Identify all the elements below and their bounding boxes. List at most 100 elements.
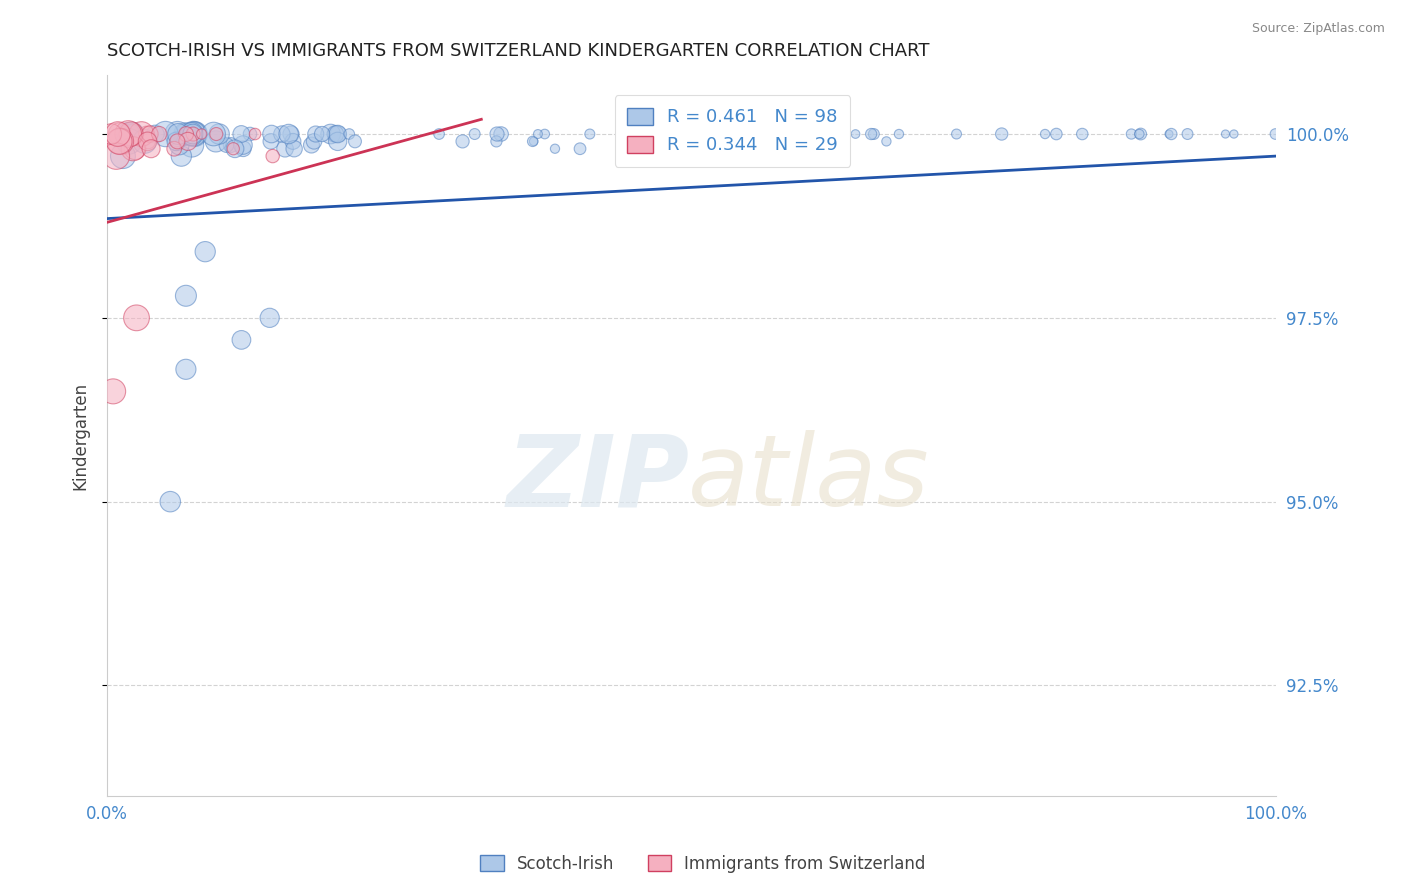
Point <box>125 310 148 325</box>
Point <box>136 134 159 148</box>
Point <box>148 127 170 141</box>
Point <box>184 127 207 141</box>
Point <box>262 149 284 163</box>
Point <box>167 138 190 153</box>
Point <box>194 244 217 259</box>
Point <box>343 134 366 148</box>
Point <box>1045 127 1067 141</box>
Point <box>1177 127 1199 141</box>
Point <box>121 127 143 141</box>
Point <box>641 127 664 141</box>
Point <box>100 127 122 141</box>
Point <box>311 127 333 141</box>
Legend: Scotch-Irish, Immigrants from Switzerland: Scotch-Irish, Immigrants from Switzerlan… <box>474 848 932 880</box>
Point <box>202 127 225 141</box>
Point <box>523 134 546 148</box>
Point <box>155 127 177 141</box>
Point <box>180 138 202 153</box>
Point <box>105 149 128 163</box>
Point <box>690 127 713 141</box>
Point <box>1215 127 1237 141</box>
Point <box>231 333 253 347</box>
Point <box>527 127 550 141</box>
Point <box>124 142 146 156</box>
Point <box>1071 127 1094 141</box>
Point <box>875 134 897 148</box>
Point <box>305 127 328 141</box>
Point <box>1160 127 1182 141</box>
Point <box>122 142 145 156</box>
Point <box>1129 127 1152 141</box>
Point <box>280 127 302 141</box>
Point <box>1128 127 1150 141</box>
Point <box>117 127 139 141</box>
Point <box>765 127 787 141</box>
Point <box>205 134 228 148</box>
Point <box>337 127 360 141</box>
Point <box>121 127 143 141</box>
Point <box>177 134 200 148</box>
Point <box>326 134 349 148</box>
Point <box>208 127 231 141</box>
Point <box>118 134 141 148</box>
Point <box>183 127 205 141</box>
Point <box>522 134 544 148</box>
Point <box>1033 127 1056 141</box>
Point <box>486 127 509 141</box>
Point <box>174 362 197 376</box>
Point <box>990 127 1012 141</box>
Point <box>319 127 342 141</box>
Point <box>170 149 193 163</box>
Point <box>887 127 910 141</box>
Point <box>166 134 188 148</box>
Point <box>489 127 512 141</box>
Point <box>831 134 853 148</box>
Point <box>302 134 325 148</box>
Point <box>117 127 139 141</box>
Point <box>1264 127 1286 141</box>
Text: Source: ZipAtlas.com: Source: ZipAtlas.com <box>1251 22 1385 36</box>
Point <box>159 494 181 508</box>
Point <box>118 127 141 141</box>
Point <box>190 127 212 141</box>
Y-axis label: Kindergarten: Kindergarten <box>72 382 89 490</box>
Point <box>326 127 349 141</box>
Point <box>107 127 129 141</box>
Point <box>136 134 159 148</box>
Text: SCOTCH-IRISH VS IMMIGRANTS FROM SWITZERLAND KINDERGARTEN CORRELATION CHART: SCOTCH-IRISH VS IMMIGRANTS FROM SWITZERL… <box>107 42 929 60</box>
Point <box>1121 127 1143 141</box>
Point <box>283 142 305 156</box>
Point <box>108 134 131 148</box>
Point <box>181 127 204 141</box>
Point <box>174 289 197 303</box>
Point <box>134 134 156 148</box>
Point <box>183 127 205 141</box>
Point <box>181 127 204 141</box>
Point <box>219 138 242 153</box>
Point <box>464 127 486 141</box>
Point <box>451 134 474 148</box>
Point <box>860 127 883 141</box>
Point <box>110 134 132 148</box>
Point <box>174 127 197 141</box>
Point <box>270 127 292 141</box>
Point <box>863 127 886 141</box>
Point <box>485 134 508 148</box>
Point <box>139 142 162 156</box>
Point <box>231 127 253 141</box>
Point <box>111 149 134 163</box>
Point <box>139 127 162 141</box>
Point <box>243 127 266 141</box>
Point <box>165 134 187 148</box>
Point <box>579 127 602 141</box>
Point <box>325 127 347 141</box>
Point <box>623 127 645 141</box>
Point <box>166 127 188 141</box>
Text: atlas: atlas <box>688 430 929 527</box>
Point <box>328 127 350 141</box>
Legend: R = 0.461   N = 98, R = 0.344   N = 29: R = 0.461 N = 98, R = 0.344 N = 29 <box>614 95 851 167</box>
Point <box>232 142 254 156</box>
Point <box>945 127 967 141</box>
Point <box>1223 127 1246 141</box>
Point <box>143 127 166 141</box>
